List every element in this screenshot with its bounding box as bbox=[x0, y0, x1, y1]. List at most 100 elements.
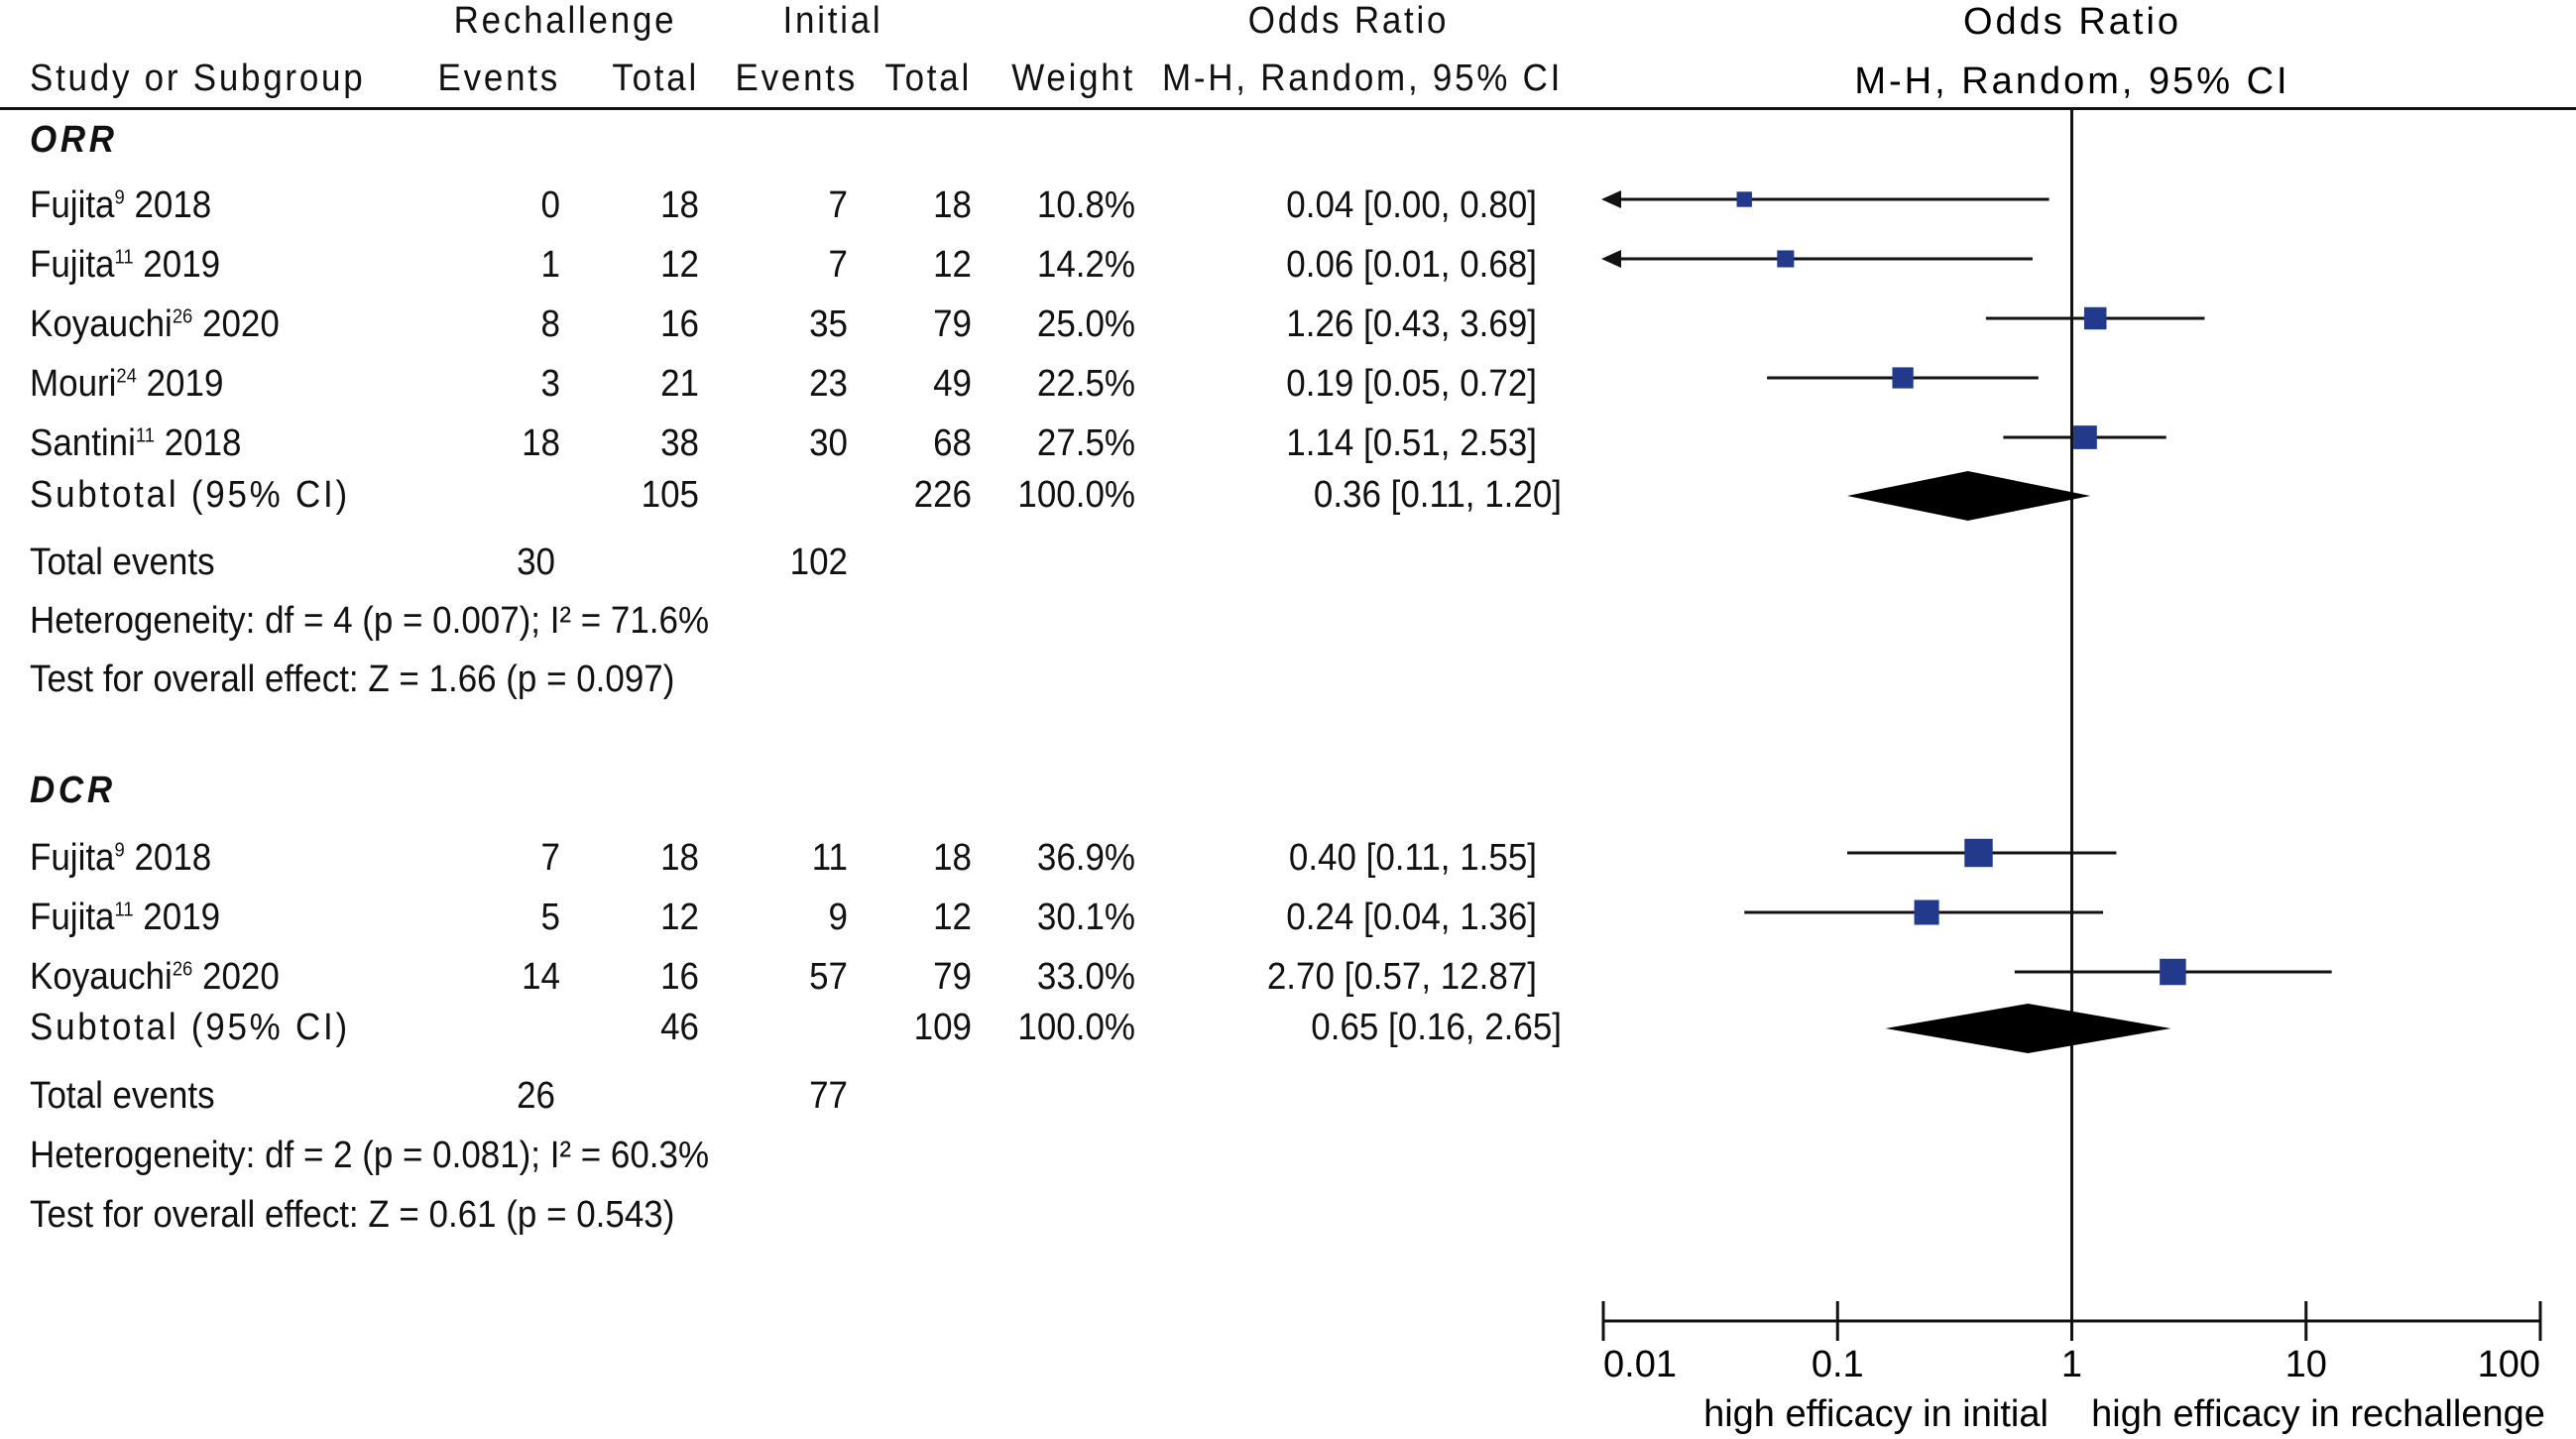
total-events-label: Total events bbox=[30, 541, 215, 583]
total-initial: 18 bbox=[933, 837, 972, 879]
study-marker bbox=[2083, 306, 2107, 330]
study-marker bbox=[1736, 191, 1752, 207]
header-study: Study or Subgroup bbox=[30, 58, 366, 99]
events-initial: 23 bbox=[809, 363, 848, 405]
tick-label: 0.1 bbox=[1812, 1344, 1864, 1385]
events-rechallenge: 3 bbox=[540, 363, 560, 405]
events-initial: 7 bbox=[828, 244, 848, 286]
study-name: Fujita11 2019 bbox=[30, 897, 221, 938]
events-initial: 35 bbox=[809, 303, 848, 345]
weight: 25.0% bbox=[1036, 303, 1135, 345]
pooled-diamond bbox=[1885, 1004, 2171, 1053]
subtotal-total-initial: 109 bbox=[913, 1007, 972, 1048]
total-rechallenge: 12 bbox=[660, 897, 699, 938]
weight: 10.8% bbox=[1036, 184, 1135, 226]
study-name: Fujita9 2018 bbox=[30, 184, 212, 226]
total-events-label: Total events bbox=[30, 1075, 215, 1117]
total-events-rechallenge: 30 bbox=[517, 541, 555, 583]
plot-header-title: Odds Ratio bbox=[1963, 1, 2181, 43]
total-events-initial: 77 bbox=[809, 1075, 848, 1117]
events-rechallenge: 14 bbox=[522, 956, 560, 998]
plot-headers: Odds Ratio M-H, Random, 95% CI bbox=[1854, 1, 2289, 102]
ci-arrow bbox=[1601, 190, 1621, 208]
plot-header-method: M-H, Random, 95% CI bbox=[1854, 60, 2289, 102]
overall-effect-text: Test for overall effect: Z = 1.66 (p = 0… bbox=[30, 659, 675, 700]
total-events-rechallenge: 26 bbox=[517, 1075, 555, 1117]
total-rechallenge: 38 bbox=[660, 422, 699, 464]
tick-label: 0.01 bbox=[1603, 1344, 1677, 1385]
study-name: Koyauchi26 2020 bbox=[30, 303, 280, 345]
study-marker bbox=[2160, 958, 2186, 986]
study-name: Mouri24 2019 bbox=[30, 363, 224, 405]
total-initial: 12 bbox=[933, 244, 972, 286]
odds-ratio-ci: 1.14 [0.51, 2.53] bbox=[1286, 422, 1537, 464]
subgroup-label-dcr: DCR bbox=[30, 770, 116, 811]
header-odds-ratio: Odds Ratio bbox=[1247, 0, 1450, 42]
tick-label: 100 bbox=[2478, 1344, 2540, 1385]
header-events-rechallenge: Events bbox=[437, 58, 560, 99]
total-rechallenge: 18 bbox=[660, 837, 699, 879]
header-total-rechallenge: Total bbox=[612, 58, 699, 99]
header-rechallenge: Rechallenge bbox=[453, 0, 677, 42]
axis-label-right: high efficacy in rechallenge bbox=[2091, 1393, 2545, 1435]
events-rechallenge: 8 bbox=[540, 303, 560, 345]
odds-ratio-ci: 0.24 [0.04, 1.36] bbox=[1286, 897, 1537, 938]
weight: 36.9% bbox=[1036, 837, 1135, 879]
header-total-initial: Total bbox=[884, 58, 972, 99]
tick-label: 1 bbox=[2061, 1344, 2082, 1385]
heterogeneity-text: Heterogeneity: df = 4 (p = 0.007); I² = … bbox=[30, 600, 710, 642]
subtotal-label: Subtotal (95% CI) bbox=[30, 1007, 350, 1048]
events-initial: 11 bbox=[811, 837, 848, 879]
heterogeneity-text: Heterogeneity: df = 2 (p = 0.081); I² = … bbox=[30, 1135, 710, 1176]
subtotal-total-rechallenge: 105 bbox=[641, 474, 699, 516]
header-divider bbox=[0, 107, 2576, 110]
study-marker bbox=[1914, 899, 1939, 925]
study-marker bbox=[2073, 425, 2097, 449]
total-initial: 12 bbox=[933, 897, 972, 938]
overall-effect-text: Test for overall effect: Z = 0.61 (p = 0… bbox=[30, 1194, 675, 1236]
tick-label: 10 bbox=[2285, 1344, 2327, 1385]
pooled-diamond bbox=[1847, 471, 2091, 521]
events-rechallenge: 0 bbox=[540, 184, 560, 226]
study-name: Santini11 2018 bbox=[30, 422, 242, 464]
events-initial: 9 bbox=[828, 897, 848, 938]
study-name: Koyauchi26 2020 bbox=[30, 956, 280, 998]
events-rechallenge: 5 bbox=[540, 897, 560, 938]
events-rechallenge: 18 bbox=[522, 422, 560, 464]
weight: 30.1% bbox=[1036, 897, 1135, 938]
odds-ratio-ci: 0.04 [0.00, 0.80] bbox=[1286, 184, 1537, 226]
header-weight: Weight bbox=[1011, 58, 1135, 99]
events-initial: 57 bbox=[809, 956, 848, 998]
subtotal-label: Subtotal (95% CI) bbox=[30, 474, 350, 516]
axis-label-left: high efficacy in initial bbox=[1703, 1393, 2049, 1435]
weight: 14.2% bbox=[1036, 244, 1135, 286]
events-rechallenge: 7 bbox=[540, 837, 560, 879]
total-rechallenge: 18 bbox=[660, 184, 699, 226]
events-initial: 30 bbox=[809, 422, 848, 464]
weight: 33.0% bbox=[1036, 956, 1135, 998]
odds-ratio-ci: 1.26 [0.43, 3.69] bbox=[1286, 303, 1537, 345]
study-marker bbox=[1777, 250, 1795, 268]
ci-arrow bbox=[1601, 250, 1621, 268]
header-initial: Initial bbox=[782, 0, 883, 42]
total-events-initial: 102 bbox=[789, 541, 848, 583]
events-rechallenge: 1 bbox=[540, 244, 560, 286]
subtotal-ci: 0.65 [0.16, 2.65] bbox=[1311, 1007, 1562, 1048]
study-marker bbox=[1964, 838, 1993, 868]
header-method: M-H, Random, 95% CI bbox=[1162, 58, 1564, 99]
subgroup-label-orr: ORR bbox=[30, 119, 118, 161]
odds-ratio-ci: 0.06 [0.01, 0.68] bbox=[1286, 244, 1537, 286]
forest-table: Rechallenge Initial Odds Ratio Study or … bbox=[30, 0, 1564, 1236]
plot-marks bbox=[1601, 109, 2332, 1321]
study-marker bbox=[1892, 367, 1914, 389]
subtotal-total-rechallenge: 46 bbox=[660, 1007, 699, 1048]
study-name: Fujita9 2018 bbox=[30, 837, 212, 879]
x-axis: 0.01 0.1 1 10 100 bbox=[1601, 1301, 2542, 1385]
header-events-initial: Events bbox=[735, 58, 858, 99]
study-name: Fujita11 2019 bbox=[30, 244, 221, 286]
total-rechallenge: 16 bbox=[660, 956, 699, 998]
weight: 22.5% bbox=[1036, 363, 1135, 405]
total-rechallenge: 21 bbox=[660, 363, 699, 405]
